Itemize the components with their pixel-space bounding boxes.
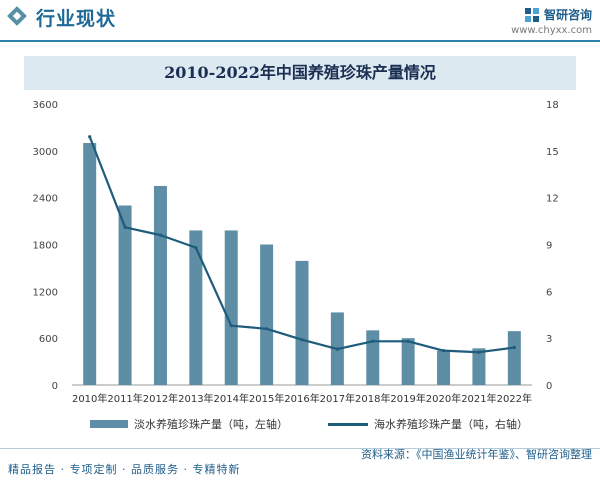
bar bbox=[118, 205, 132, 385]
line-point bbox=[300, 338, 304, 342]
x-tick-label: 2011年 bbox=[107, 392, 142, 405]
header-bar: 行业现状 智研咨询 www.chyxx.com bbox=[0, 0, 600, 40]
bar bbox=[224, 230, 238, 385]
bar bbox=[189, 230, 203, 385]
header-divider bbox=[0, 40, 600, 42]
bar bbox=[83, 143, 97, 385]
x-tick-label: 2013年 bbox=[178, 392, 213, 405]
bar bbox=[472, 348, 486, 385]
brand: 智研咨询 www.chyxx.com bbox=[511, 6, 592, 36]
x-tick-label: 2018年 bbox=[355, 392, 390, 405]
section-title: 行业现状 bbox=[36, 8, 117, 30]
footer-source: 资料来源：《中国渔业统计年鉴》、智研咨询整理 bbox=[361, 448, 592, 461]
footer-divider bbox=[0, 448, 600, 449]
brand-logo-icon bbox=[524, 7, 539, 22]
legend-bar-swatch bbox=[90, 420, 128, 428]
line-point bbox=[441, 349, 446, 353]
line-point bbox=[371, 339, 375, 343]
legend-line-swatch bbox=[328, 423, 368, 426]
y-right-tick-label: 9 bbox=[546, 241, 552, 252]
bar bbox=[153, 185, 167, 385]
y-left-tick-label: 3600 bbox=[33, 100, 58, 111]
x-tick-label: 2017年 bbox=[320, 392, 355, 405]
chart-legend: 淡水养殖珍珠产量（吨，左轴） 海水养殖珍珠产量（吨，右轴） bbox=[90, 416, 550, 432]
y-right-tick-label: 0 bbox=[546, 381, 552, 392]
chart-title: 2010-2022年中国养殖珍珠产量情况 bbox=[164, 63, 436, 82]
y-right-tick-label: 12 bbox=[546, 194, 559, 205]
line-point bbox=[335, 347, 339, 351]
bar bbox=[260, 244, 274, 385]
x-tick-label: 2012年 bbox=[143, 392, 178, 405]
legend-line-label: 海水养殖珍珠产量（吨，右轴） bbox=[374, 418, 528, 431]
line-point bbox=[158, 233, 163, 237]
y-left-tick-label: 0 bbox=[52, 381, 58, 392]
bar bbox=[366, 330, 380, 385]
chart-title-band bbox=[24, 56, 576, 90]
y-left-tick-label: 1800 bbox=[33, 241, 58, 252]
line-point bbox=[88, 135, 92, 139]
y-right-tick-label: 3 bbox=[546, 334, 552, 345]
bar bbox=[437, 350, 451, 385]
x-tick-label: 2015年 bbox=[249, 392, 284, 405]
x-tick-label: 2010年 bbox=[72, 392, 107, 405]
y-right-tick-label: 18 bbox=[546, 100, 559, 111]
y-left-tick-label: 3000 bbox=[33, 147, 58, 158]
y-left-tick-label: 600 bbox=[39, 334, 58, 345]
y-right-tick-label: 15 bbox=[546, 147, 559, 158]
line-point bbox=[512, 345, 516, 350]
brand-name: 智研咨询 bbox=[543, 8, 592, 22]
x-tick-label: 2014年 bbox=[214, 392, 249, 405]
x-tick-label: 2022年 bbox=[497, 392, 532, 405]
line-point bbox=[477, 350, 481, 354]
legend-bar-label: 淡水养殖珍珠产量（吨，左轴） bbox=[134, 418, 288, 431]
y-left-tick-label: 2400 bbox=[33, 194, 58, 205]
line-point bbox=[406, 339, 410, 343]
line-point bbox=[229, 324, 233, 328]
brand-url: www.chyxx.com bbox=[511, 25, 592, 36]
x-tick-label: 2016年 bbox=[284, 392, 319, 405]
footer-tagline: 精品报告 · 专项定制 · 品质服务 · 专精特新 bbox=[8, 463, 241, 476]
line-point bbox=[194, 246, 198, 250]
y-right-tick-label: 6 bbox=[546, 287, 552, 298]
x-tick-label: 2021年 bbox=[461, 392, 496, 405]
bar bbox=[401, 338, 415, 385]
bar bbox=[507, 331, 521, 385]
y-left-tick-label: 1200 bbox=[33, 287, 58, 298]
line-point bbox=[123, 225, 127, 229]
line-point bbox=[265, 327, 269, 331]
x-tick-label: 2019年 bbox=[390, 392, 425, 405]
bar bbox=[295, 260, 309, 385]
x-tick-label: 2020年 bbox=[426, 392, 461, 405]
